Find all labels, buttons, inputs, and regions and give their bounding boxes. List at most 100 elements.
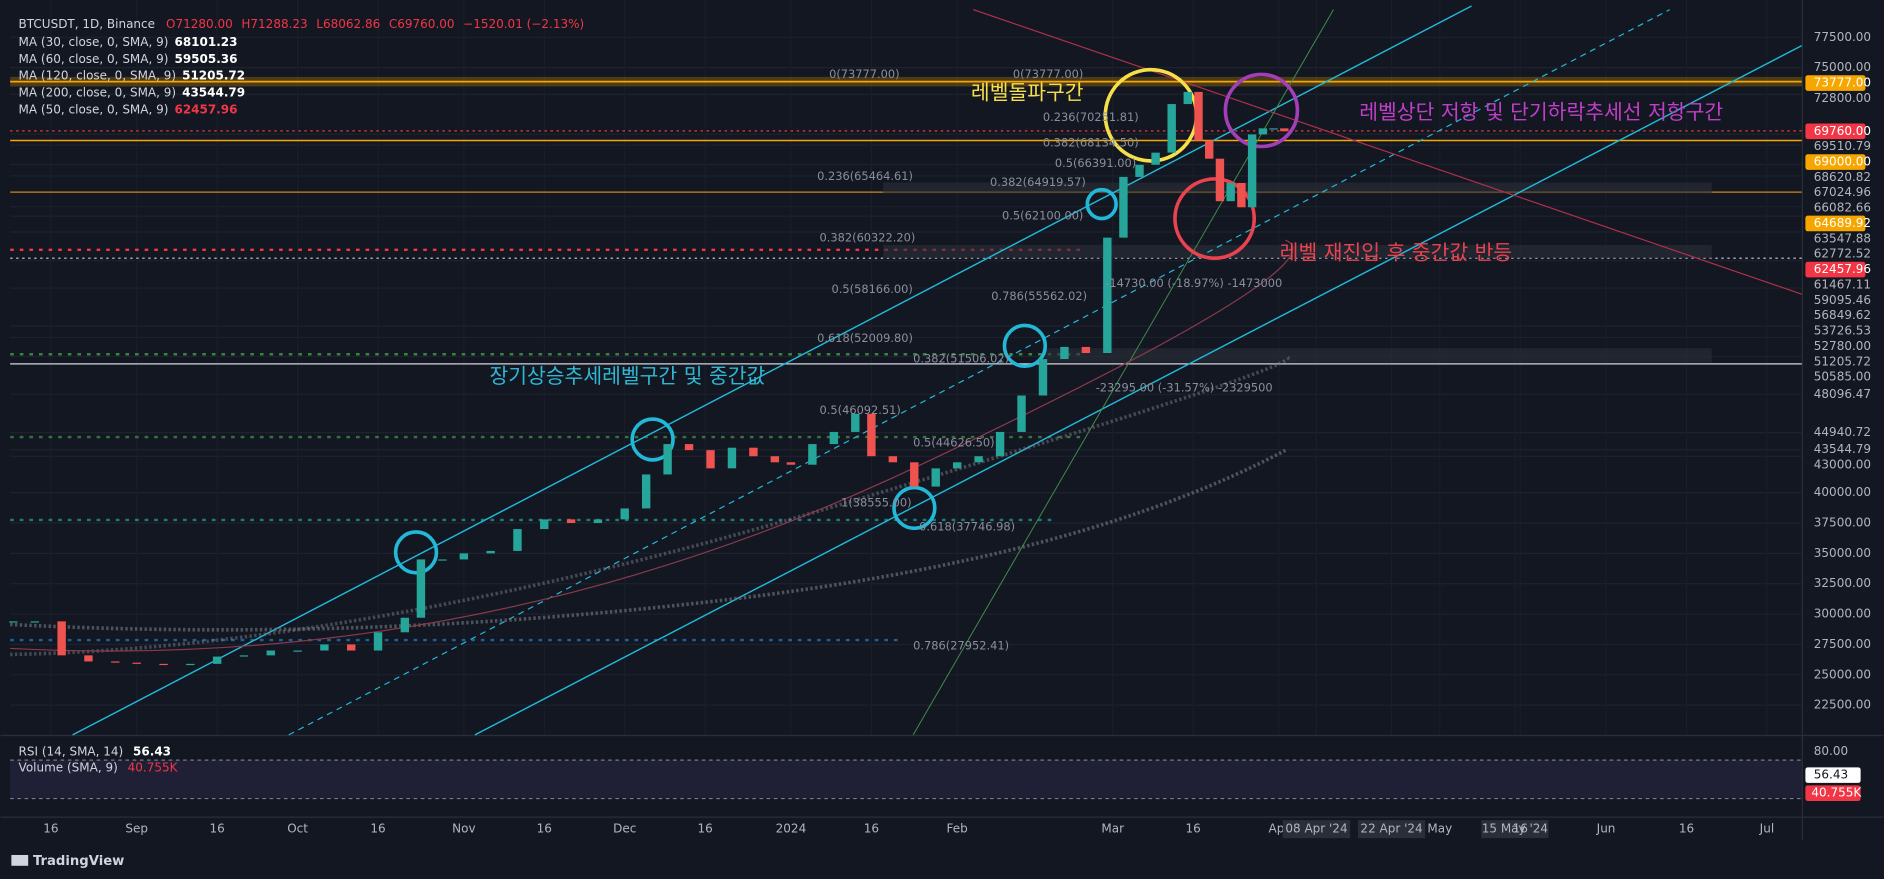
date-badge	[1357, 820, 1426, 839]
candle	[57, 621, 66, 656]
highlight-circle	[393, 530, 439, 575]
candle	[1280, 128, 1289, 132]
y-tick-label: 43000.00	[1814, 457, 1871, 471]
fib-label: 0.382(64919.57)	[990, 175, 1086, 189]
indicator-value: 59505.36	[174, 51, 237, 65]
x-tick-label: Oct	[287, 822, 308, 836]
indicator-name: MA (30, close, 0, SMA, 9)	[19, 35, 169, 49]
x-tick-label: 16	[537, 822, 552, 836]
date-badge	[1481, 820, 1549, 839]
zone	[883, 182, 1712, 194]
y-tick-label: 30000.00	[1814, 607, 1871, 621]
y-tick-label: 44940.72	[1814, 425, 1871, 439]
moving-average	[10, 239, 1294, 652]
candle	[1103, 237, 1112, 354]
logo	[11, 854, 29, 866]
x-tick-label: Nov	[452, 822, 475, 836]
x-tick-label: 2024	[776, 822, 807, 836]
x-tick-label: 16	[1679, 822, 1694, 836]
y-tick-label: 37500.00	[1814, 516, 1871, 530]
price-badge	[1805, 123, 1866, 140]
zone	[1045, 348, 1712, 363]
y-tick-label: 69760.00	[1814, 124, 1871, 138]
fib-label: 0.236(65464.61)	[817, 169, 913, 183]
y-tick-label: 62457.96	[1814, 262, 1871, 276]
x-tick-label: 16	[1513, 822, 1528, 836]
moving-average	[10, 448, 1287, 632]
candle	[373, 632, 383, 651]
candle	[1038, 359, 1048, 396]
trendline	[474, 44, 1803, 736]
price-badge	[1805, 154, 1866, 170]
candle	[540, 519, 549, 530]
fib-label: 0.618(52009.80)	[817, 331, 913, 345]
highlight-circle	[630, 417, 675, 462]
fib-label: -14730.00 (-18.97%) -1473000	[1105, 276, 1282, 290]
candle	[1017, 395, 1026, 432]
price-badge	[1805, 261, 1866, 278]
trendline	[72, 5, 1472, 736]
indicator-value: 43544.79	[182, 85, 245, 99]
y-tick-label: 69000.00	[1814, 155, 1871, 169]
candle	[400, 617, 410, 633]
indicator-name: MA (50, close, 0, SMA, 9)	[19, 102, 169, 116]
candle	[867, 413, 876, 457]
y-tick-label: 73777.00	[1814, 76, 1871, 90]
annotation: 레벨 재진입 후 중간값 반등	[1280, 240, 1512, 264]
candle	[952, 462, 962, 469]
annotation: 레벨상단 저항 및 단기하락추세선 저항구간	[1359, 100, 1723, 124]
candle	[239, 655, 249, 657]
indicator-line: MA (120, close, 0, SMA, 9) 51205.72	[19, 68, 246, 82]
fib-label: 0.618(37746.98)	[919, 520, 1015, 534]
candle	[416, 559, 426, 618]
highlight-circle	[1085, 187, 1118, 221]
candle	[1081, 346, 1091, 354]
fib-label: 0.786(27952.41)	[913, 639, 1009, 653]
indicator-line: MA (30, close, 0, SMA, 9) 68101.23	[19, 35, 238, 49]
open: O71280.00	[166, 17, 233, 31]
candle	[706, 450, 715, 469]
candle	[808, 444, 817, 465]
y-tick-label: 22500.00	[1814, 698, 1871, 712]
candle	[770, 456, 780, 463]
x-tick-label: 16	[43, 822, 58, 836]
y-tick-label: 35000.00	[1814, 546, 1871, 560]
x-tick-label: 22 Apr '24	[1360, 822, 1422, 836]
y-tick-label: 27500.00	[1814, 637, 1871, 651]
candle	[293, 650, 302, 652]
y-tick-label: 75000.00	[1814, 60, 1871, 74]
candle	[1119, 176, 1128, 238]
rsi-badge-label: 56.43	[1814, 768, 1848, 782]
candle	[566, 519, 576, 524]
fib-label: 0.5(58166.00)	[832, 282, 913, 296]
y-tick-label: 61467.11	[1814, 277, 1871, 291]
candle	[132, 662, 141, 664]
fib-label: 0(73777.00)	[829, 67, 900, 81]
indicator-name: MA (200, close, 0, SMA, 9)	[19, 85, 177, 99]
volume-legend: Volume (SMA, 9) 40.755K	[19, 760, 179, 774]
watermark: TradingView	[33, 854, 124, 869]
annotation: 레벨돌파구간	[971, 81, 1084, 105]
candle	[593, 519, 603, 524]
y-tick-label: 63547.88	[1814, 231, 1871, 245]
x-tick-label: Jun	[1596, 822, 1616, 836]
fib-label: 0.236(70251.81)	[1043, 110, 1139, 124]
trendline	[973, 9, 1802, 295]
candle	[159, 663, 168, 666]
candle	[1060, 346, 1069, 360]
fib-label: 0(73777.00)	[1013, 67, 1084, 81]
candle	[995, 431, 1005, 457]
symbol-line: BTCUSDT, 1D, Binance O71280.00 H71288.23…	[19, 17, 585, 31]
y-tick-label: 52780.00	[1814, 339, 1871, 353]
annotation: 장기상승추세레벨구간 및 중간값	[489, 364, 765, 388]
indicator-line: MA (200, close, 0, SMA, 9) 43544.79	[19, 85, 246, 99]
x-tick-label: Jul	[1759, 822, 1774, 836]
rsi-legend: RSI (14, SMA, 14) 56.43	[19, 744, 171, 758]
y-tick-label: 77500.00	[1814, 30, 1871, 44]
candle	[513, 529, 522, 551]
indicator-line: MA (50, close, 0, SMA, 9) 62457.96	[19, 102, 238, 116]
candle	[486, 550, 495, 554]
candle	[9, 621, 18, 623]
volume-name: Volume (SMA, 9)	[19, 760, 118, 774]
